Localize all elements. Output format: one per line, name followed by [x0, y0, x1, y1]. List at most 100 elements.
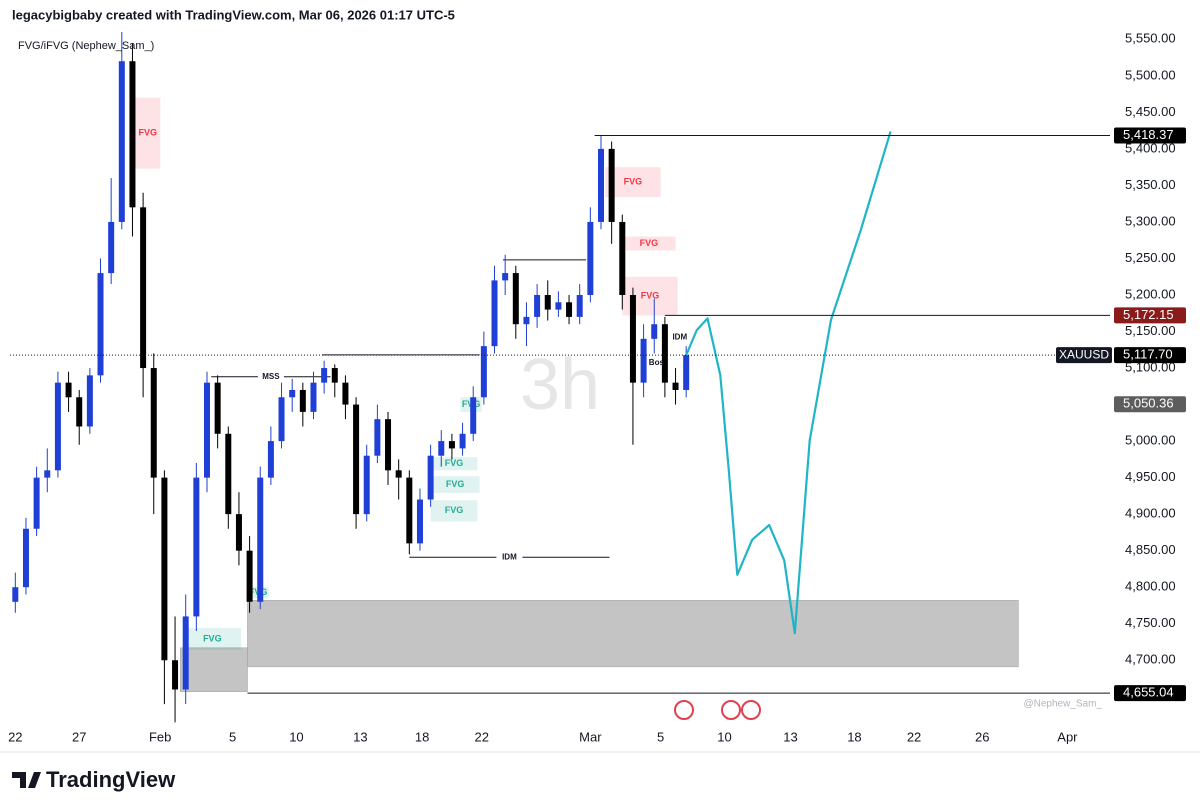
x-tick-label: Mar [579, 729, 602, 744]
candle-body [480, 346, 487, 398]
plot-area: FVGFVGFVGFVGFVGFVGFVGFVGFVGFVGMSSIDMIDMB… [10, 32, 1110, 723]
fvg-box [622, 236, 676, 251]
x-tick-label: 5 [657, 729, 664, 744]
candle-body [597, 148, 604, 222]
x-tick-label: 10 [717, 729, 731, 744]
y-tick-label: 5,250.00 [1125, 250, 1176, 265]
candle-body [342, 382, 349, 405]
price-label: 4,655.04 [1123, 685, 1174, 700]
candle-body [278, 397, 285, 442]
fvg-label: FVG [640, 238, 659, 248]
candle-body [108, 221, 115, 274]
candle-body [406, 477, 413, 544]
event-icon [674, 700, 694, 720]
candle-body [310, 382, 317, 412]
x-tick-label: 13 [783, 729, 797, 744]
candle-body [523, 316, 530, 325]
x-tick-label: 26 [975, 729, 989, 744]
fvg-label: FVG [624, 176, 643, 186]
fvg-label: FVG [445, 458, 464, 468]
y-tick-label: 4,700.00 [1125, 652, 1176, 667]
price-label: 5,418.37 [1123, 127, 1174, 142]
candle-body [629, 294, 636, 383]
supply-demand-zone [247, 600, 1019, 668]
fvg-label: FVG [203, 633, 222, 643]
candle-body [97, 273, 104, 376]
y-tick-label: 5,300.00 [1125, 213, 1176, 228]
fvg-box [430, 457, 478, 471]
fvg-box [430, 500, 478, 522]
candle-body [76, 397, 83, 427]
candle-body [608, 148, 615, 222]
candle-body [491, 280, 498, 347]
candle-body [353, 404, 360, 515]
candle-body [512, 273, 519, 325]
x-tick-label: 27 [72, 729, 86, 744]
symbol-tag: XAUUSD [1059, 347, 1109, 361]
candle-body [321, 368, 328, 383]
price-label-bg [1114, 396, 1186, 413]
fvg-box [183, 628, 242, 651]
x-tick-label: 18 [847, 729, 861, 744]
watermark: 3h [520, 345, 600, 425]
caption: legacybigbaby created with TradingView.c… [12, 7, 455, 22]
y-tick-label: 5,200.00 [1125, 286, 1176, 301]
candle-body [22, 528, 29, 588]
annotation: Bos [649, 358, 665, 367]
candle-body [182, 616, 189, 690]
candle-body [118, 61, 125, 222]
price-label-bg [1114, 685, 1186, 702]
candle-body [661, 324, 668, 383]
candle-body [459, 433, 466, 449]
candle-body [576, 294, 583, 317]
credit: @Nephew_Sam_ [1023, 699, 1102, 710]
fvg-label: FVG [445, 505, 464, 515]
structure-label-bg [257, 371, 284, 382]
price-label: 5,050.36 [1123, 396, 1174, 411]
candle-body [193, 477, 200, 617]
axis-layer: 22 27 Feb 5 10 13 18 22 Mar 5 10 13 18 22 26 Apr 4,700.0… [8, 31, 1186, 744]
candle-body [203, 382, 210, 478]
candle-body [299, 389, 306, 412]
candle-body [54, 382, 61, 471]
y-tick-label: 5,400.00 [1125, 140, 1176, 155]
candle-body [65, 382, 72, 398]
candle-body [267, 441, 274, 478]
y-tick-label: 4,750.00 [1125, 615, 1176, 630]
candle-body [12, 587, 19, 602]
candle-body [683, 355, 690, 390]
price-label-bg [1114, 307, 1186, 324]
candle-body [651, 324, 658, 339]
price-axis [1110, 0, 1200, 750]
candle-body [534, 294, 541, 317]
candle-body [225, 433, 232, 515]
price-label: 5,117.70 [1123, 347, 1173, 362]
candle-body [44, 470, 51, 478]
candle-body [619, 221, 626, 295]
candle-body [289, 389, 296, 398]
projection-line [685, 131, 892, 635]
candle-body [246, 550, 253, 602]
indicator-name: FVG/iFVG (Nephew_Sam_) [18, 40, 154, 52]
candle-body [555, 302, 562, 310]
candle-body [502, 273, 509, 281]
candle-body [161, 477, 168, 661]
y-tick-label: 5,000.00 [1125, 433, 1176, 448]
fvg-label: FVG [446, 479, 465, 489]
event-icon [741, 700, 761, 720]
brand-logo: TradingView [12, 767, 176, 792]
y-tick-label: 4,850.00 [1125, 542, 1176, 557]
candle-body [427, 455, 434, 500]
x-tick-label: 18 [415, 729, 429, 744]
candle-body [33, 477, 40, 529]
candle-body [140, 207, 147, 369]
candle-body [385, 419, 392, 471]
candle-body [374, 419, 381, 456]
price-label-bg [1114, 347, 1186, 364]
candle-body [257, 477, 264, 602]
candle-body [640, 338, 647, 383]
x-tick-label: 5 [229, 729, 236, 744]
candle-body [86, 375, 93, 427]
